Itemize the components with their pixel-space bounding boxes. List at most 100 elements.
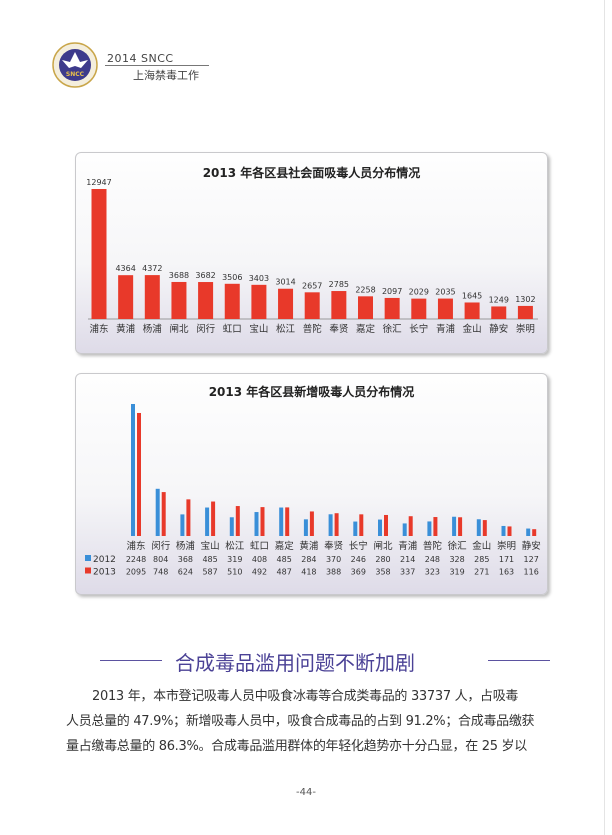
bar-2012 xyxy=(303,519,308,536)
table-value-2013: 748 xyxy=(153,568,168,577)
data-label: 4372 xyxy=(142,264,162,273)
table-value-2012: 368 xyxy=(178,555,193,564)
table-value-2013: 492 xyxy=(252,568,267,577)
data-label: 3014 xyxy=(275,278,295,287)
category-label: 闵行 xyxy=(196,323,216,335)
bar xyxy=(358,296,373,319)
table-value-2012: 214 xyxy=(400,555,415,564)
table-value-2012: 485 xyxy=(202,555,217,564)
category-label: 宝山 xyxy=(201,540,220,552)
bar xyxy=(464,302,480,319)
legend-label: 2013 xyxy=(93,568,116,578)
header-subtitle: 上海禁毒工作 xyxy=(133,69,199,82)
category-label: 普陀 xyxy=(423,540,443,552)
bar xyxy=(144,275,160,319)
data-label: 2657 xyxy=(302,281,322,290)
heading-rule-right xyxy=(488,660,550,661)
table-value-2013: 487 xyxy=(277,568,292,577)
bar-2012 xyxy=(452,516,457,536)
bar-2013 xyxy=(260,507,265,536)
bar xyxy=(411,298,427,319)
bar-2012 xyxy=(155,488,160,536)
bar-2013 xyxy=(458,517,463,536)
table-value-2012: 319 xyxy=(227,555,242,564)
paragraph-line: 量占缴毒总量的 86.3%。合成毒品滥用群体的年轻化趋势亦十分凸显，在 25 岁… xyxy=(66,739,527,754)
bar-2013 xyxy=(359,514,364,536)
section-heading: 合成毒品滥用问题不断加剧 xyxy=(100,647,550,675)
page-number: -44- xyxy=(296,787,316,798)
table-value-2013: 337 xyxy=(400,568,415,577)
data-label: 3506 xyxy=(222,273,242,282)
bar-2012 xyxy=(526,528,531,536)
bar-2012 xyxy=(378,519,382,536)
category-label: 长宁 xyxy=(409,323,428,335)
category-label: 闸北 xyxy=(373,540,393,552)
table-value-2012: 246 xyxy=(351,555,366,564)
data-label: 2029 xyxy=(409,288,429,297)
bar-2013 xyxy=(482,520,487,536)
legend-label: 2012 xyxy=(93,555,116,565)
bar-2013 xyxy=(211,501,216,536)
category-label: 奉贤 xyxy=(324,540,344,552)
bar-2012 xyxy=(205,507,210,536)
table-value-2013: 358 xyxy=(375,568,390,577)
section-title: 合成毒品滥用问题不断加剧 xyxy=(175,651,415,675)
table-value-2012: 280 xyxy=(375,555,390,564)
category-label: 杨浦 xyxy=(176,540,196,552)
bar-2012 xyxy=(501,525,506,536)
data-label: 1302 xyxy=(515,295,535,304)
category-label: 嘉定 xyxy=(275,540,295,552)
table-value-2012: 284 xyxy=(301,555,316,564)
legend-swatch xyxy=(85,555,91,561)
bar-2012 xyxy=(427,521,432,536)
category-label: 虹口 xyxy=(223,324,242,335)
bar xyxy=(198,282,214,319)
bar-2013 xyxy=(384,514,388,536)
chart-panel-social: 2013 年各区县社会面吸毒人员分布情况 12947 浦东 4364 黄浦 4372 杨浦… xyxy=(75,152,548,354)
bar xyxy=(517,305,533,319)
bar-2012 xyxy=(254,512,259,536)
data-label: 2258 xyxy=(355,285,375,294)
bar xyxy=(437,298,453,319)
bar xyxy=(384,297,400,319)
category-label: 虹口 xyxy=(250,541,269,552)
table-value-2012: 248 xyxy=(425,555,440,564)
category-label: 静安 xyxy=(489,323,508,335)
bar-2013 xyxy=(532,529,537,536)
table-value-2013: 587 xyxy=(202,568,217,577)
category-label: 闵行 xyxy=(151,540,171,552)
category-label: 崇明 xyxy=(497,541,516,552)
table-value-2012: 127 xyxy=(524,555,539,564)
table-value-2013: 418 xyxy=(301,568,316,577)
chart-social-users: 12947 浦东 4364 黄浦 4372 杨浦 3688 闸北 3682 闵行 3506 虹口 340… xyxy=(86,178,538,335)
category-label: 崇明 xyxy=(516,324,535,335)
data-label: 3403 xyxy=(249,274,269,283)
category-label: 徐汇 xyxy=(383,323,403,335)
table-value-2013: 369 xyxy=(351,568,366,577)
data-label: 1249 xyxy=(489,295,509,304)
data-label: 12947 xyxy=(86,178,111,187)
bar-2013 xyxy=(507,526,512,536)
table-value-2013: 624 xyxy=(178,568,193,577)
bar xyxy=(91,189,107,319)
bar xyxy=(491,306,507,319)
bar-2012 xyxy=(476,519,481,536)
legend-swatch xyxy=(85,567,91,574)
category-label: 青浦 xyxy=(436,323,456,335)
table-value-2013: 323 xyxy=(425,568,440,577)
table-value-2012: 485 xyxy=(277,555,292,564)
table-value-2013: 163 xyxy=(499,568,514,577)
bar xyxy=(304,292,320,319)
category-label: 金山 xyxy=(472,540,491,552)
chart-title: 2013 年各区县社会面吸毒人员分布情况 xyxy=(202,166,421,180)
bar-2013 xyxy=(433,517,438,536)
bar-2013 xyxy=(137,412,141,536)
table-value-2013: 271 xyxy=(474,568,489,577)
sncc-logo: SNCC xyxy=(52,42,98,88)
category-label: 松江 xyxy=(276,323,296,335)
bar-2012 xyxy=(180,514,185,536)
chart-title: 2013 年各区县新增吸毒人员分布情况 xyxy=(208,385,415,399)
data-label: 2097 xyxy=(382,287,402,296)
table-value-2012: 285 xyxy=(474,555,489,564)
bar-2012 xyxy=(353,521,358,536)
